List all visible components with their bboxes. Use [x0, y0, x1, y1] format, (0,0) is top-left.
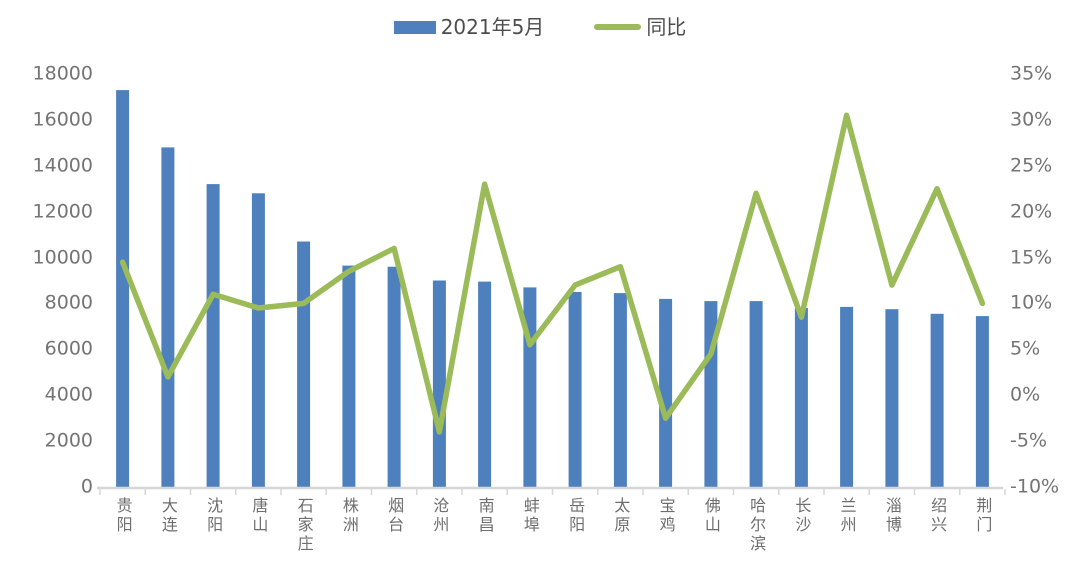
legend-item-line: 同比 — [594, 17, 686, 37]
bar-淄博 — [885, 309, 899, 488]
x-category-label-沧州: 沧州 — [430, 497, 450, 535]
bar-swatch-icon — [393, 20, 436, 34]
y-right-tick-label: 35% — [1010, 62, 1053, 85]
y-right-tick-label: -5% — [1010, 429, 1047, 452]
x-category-label-荆门: 荆门 — [973, 497, 993, 535]
x-category-label-蚌埠: 蚌埠 — [520, 497, 540, 535]
x-category-label-宝鸡: 宝鸡 — [656, 497, 676, 535]
bar-荆门 — [975, 316, 989, 488]
bar-烟台 — [387, 266, 401, 488]
y-right-tick-label: 25% — [1010, 154, 1053, 177]
bar-长沙 — [794, 308, 808, 488]
x-category-label-沈阳: 沈阳 — [204, 497, 224, 535]
yoy-line — [119, 112, 986, 435]
x-category-label-贵阳: 贵阳 — [113, 497, 133, 535]
x-category-label-烟台: 烟台 — [385, 497, 405, 535]
bar-兰州 — [840, 306, 854, 488]
bar-沈阳 — [206, 184, 220, 488]
x-category-label-绍兴: 绍兴 — [928, 497, 948, 535]
legend: 2021年5月 同比 — [0, 17, 1080, 37]
bar-太原 — [613, 293, 627, 488]
line-swatch-icon — [594, 24, 642, 30]
y-left-tick-label: 16000 — [32, 108, 93, 131]
x-category-label-长沙: 长沙 — [792, 497, 812, 535]
y-left-tick-label: 6000 — [44, 337, 93, 360]
x-category-label-株洲: 株洲 — [339, 497, 359, 535]
y-left-tick-label: 10000 — [32, 246, 93, 269]
x-category-label-石家庄: 石家庄 — [294, 497, 314, 554]
y-right-tick-label: 30% — [1010, 108, 1053, 131]
bar-唐山 — [251, 193, 265, 488]
y-right-tick-label: 15% — [1010, 246, 1053, 269]
bar-蚌埠 — [523, 287, 537, 488]
bar-石家庄 — [297, 241, 311, 488]
legend-bar-label: 2021年5月 — [440, 15, 545, 39]
x-category-label-兰州: 兰州 — [837, 497, 857, 535]
y-left-tick-label: 2000 — [44, 429, 93, 452]
bar-株洲 — [342, 265, 356, 488]
x-category-label-岳阳: 岳阳 — [566, 497, 586, 535]
x-category-label-淄博: 淄博 — [882, 497, 902, 535]
bar-贵阳 — [116, 90, 130, 488]
y-right-tick-label: -10% — [1010, 475, 1060, 498]
legend-item-bar: 2021年5月 — [393, 15, 545, 39]
bar-宝鸡 — [659, 298, 673, 488]
bar-南昌 — [478, 281, 492, 488]
y-right-tick-label: 0% — [1010, 383, 1041, 406]
y-left-tick-label: 0 — [80, 475, 93, 498]
bar-绍兴 — [930, 313, 944, 488]
y-right-tick-label: 5% — [1010, 337, 1041, 360]
x-category-label-唐山: 唐山 — [249, 497, 269, 535]
y-left-tick-label: 8000 — [44, 291, 93, 314]
x-category-label-南昌: 南昌 — [475, 497, 495, 535]
bar-大连 — [161, 147, 175, 488]
x-category-label-哈尔滨: 哈尔滨 — [747, 497, 767, 554]
y-left-tick-label: 4000 — [44, 383, 93, 406]
x-category-label-佛山: 佛山 — [701, 497, 721, 535]
bar-沧州 — [432, 280, 446, 488]
y-left-tick-label: 18000 — [32, 62, 93, 85]
y-left-tick-label: 14000 — [32, 154, 93, 177]
bar-哈尔滨 — [749, 301, 763, 488]
x-category-label-大连: 大连 — [158, 497, 178, 535]
bar-岳阳 — [568, 292, 582, 488]
y-left-tick-label: 12000 — [32, 200, 93, 223]
y-right-tick-label: 20% — [1010, 200, 1053, 223]
x-category-label-太原: 太原 — [611, 497, 631, 535]
legend-line-label: 同比 — [646, 15, 687, 39]
y-right-tick-label: 10% — [1010, 291, 1053, 314]
